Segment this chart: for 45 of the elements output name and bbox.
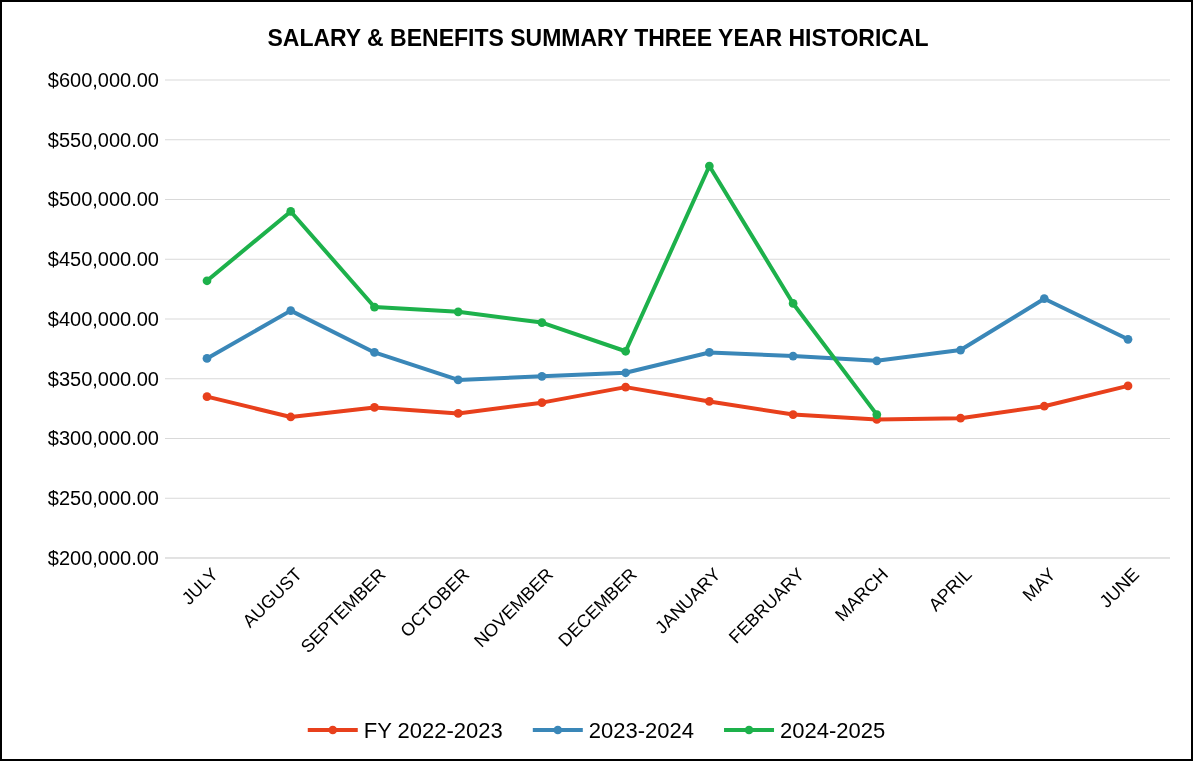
point <box>1039 294 1049 304</box>
point <box>370 403 379 412</box>
point <box>370 348 379 357</box>
legend-label: FY 2022-2023 <box>363 718 503 743</box>
point <box>872 356 882 366</box>
y-tick-label: $600,000.00 <box>47 68 159 91</box>
point <box>956 345 965 355</box>
y-tick-label: $300,000.00 <box>47 427 159 450</box>
point <box>621 382 631 392</box>
y-tick-label: $550,000.00 <box>47 128 159 151</box>
point <box>537 398 547 408</box>
point <box>1123 334 1133 344</box>
point <box>1039 401 1049 411</box>
point <box>621 368 631 378</box>
point <box>956 413 965 423</box>
y-tick-label: $400,000.00 <box>47 307 159 330</box>
point <box>453 409 463 418</box>
point <box>788 351 798 361</box>
point <box>537 372 547 381</box>
point <box>453 307 463 317</box>
y-tick-label: $250,000.00 <box>47 487 159 510</box>
point <box>872 410 882 419</box>
point <box>704 397 714 406</box>
point <box>453 375 463 385</box>
point <box>286 306 296 315</box>
point <box>1123 381 1133 391</box>
point <box>286 412 296 422</box>
point <box>788 410 798 419</box>
point <box>537 318 547 327</box>
point <box>202 392 212 402</box>
y-tick-label: $450,000.00 <box>47 248 159 271</box>
point <box>788 299 798 308</box>
point <box>704 161 714 171</box>
point <box>286 207 296 216</box>
legend-label: 2023-2024 <box>588 718 695 743</box>
y-tick-label: $350,000.00 <box>47 367 159 390</box>
point <box>202 276 212 286</box>
legend-label: 2024-2025 <box>780 718 886 743</box>
y-tick-label: $200,000.00 <box>47 546 159 569</box>
y-tick-label: $500,000.00 <box>47 188 159 211</box>
chart-title: SALARY & BENEFITS SUMMARY THREE YEAR HISTORICAL <box>267 25 929 51</box>
point <box>202 354 212 363</box>
point <box>704 348 714 357</box>
point <box>621 346 631 356</box>
point <box>370 302 379 312</box>
